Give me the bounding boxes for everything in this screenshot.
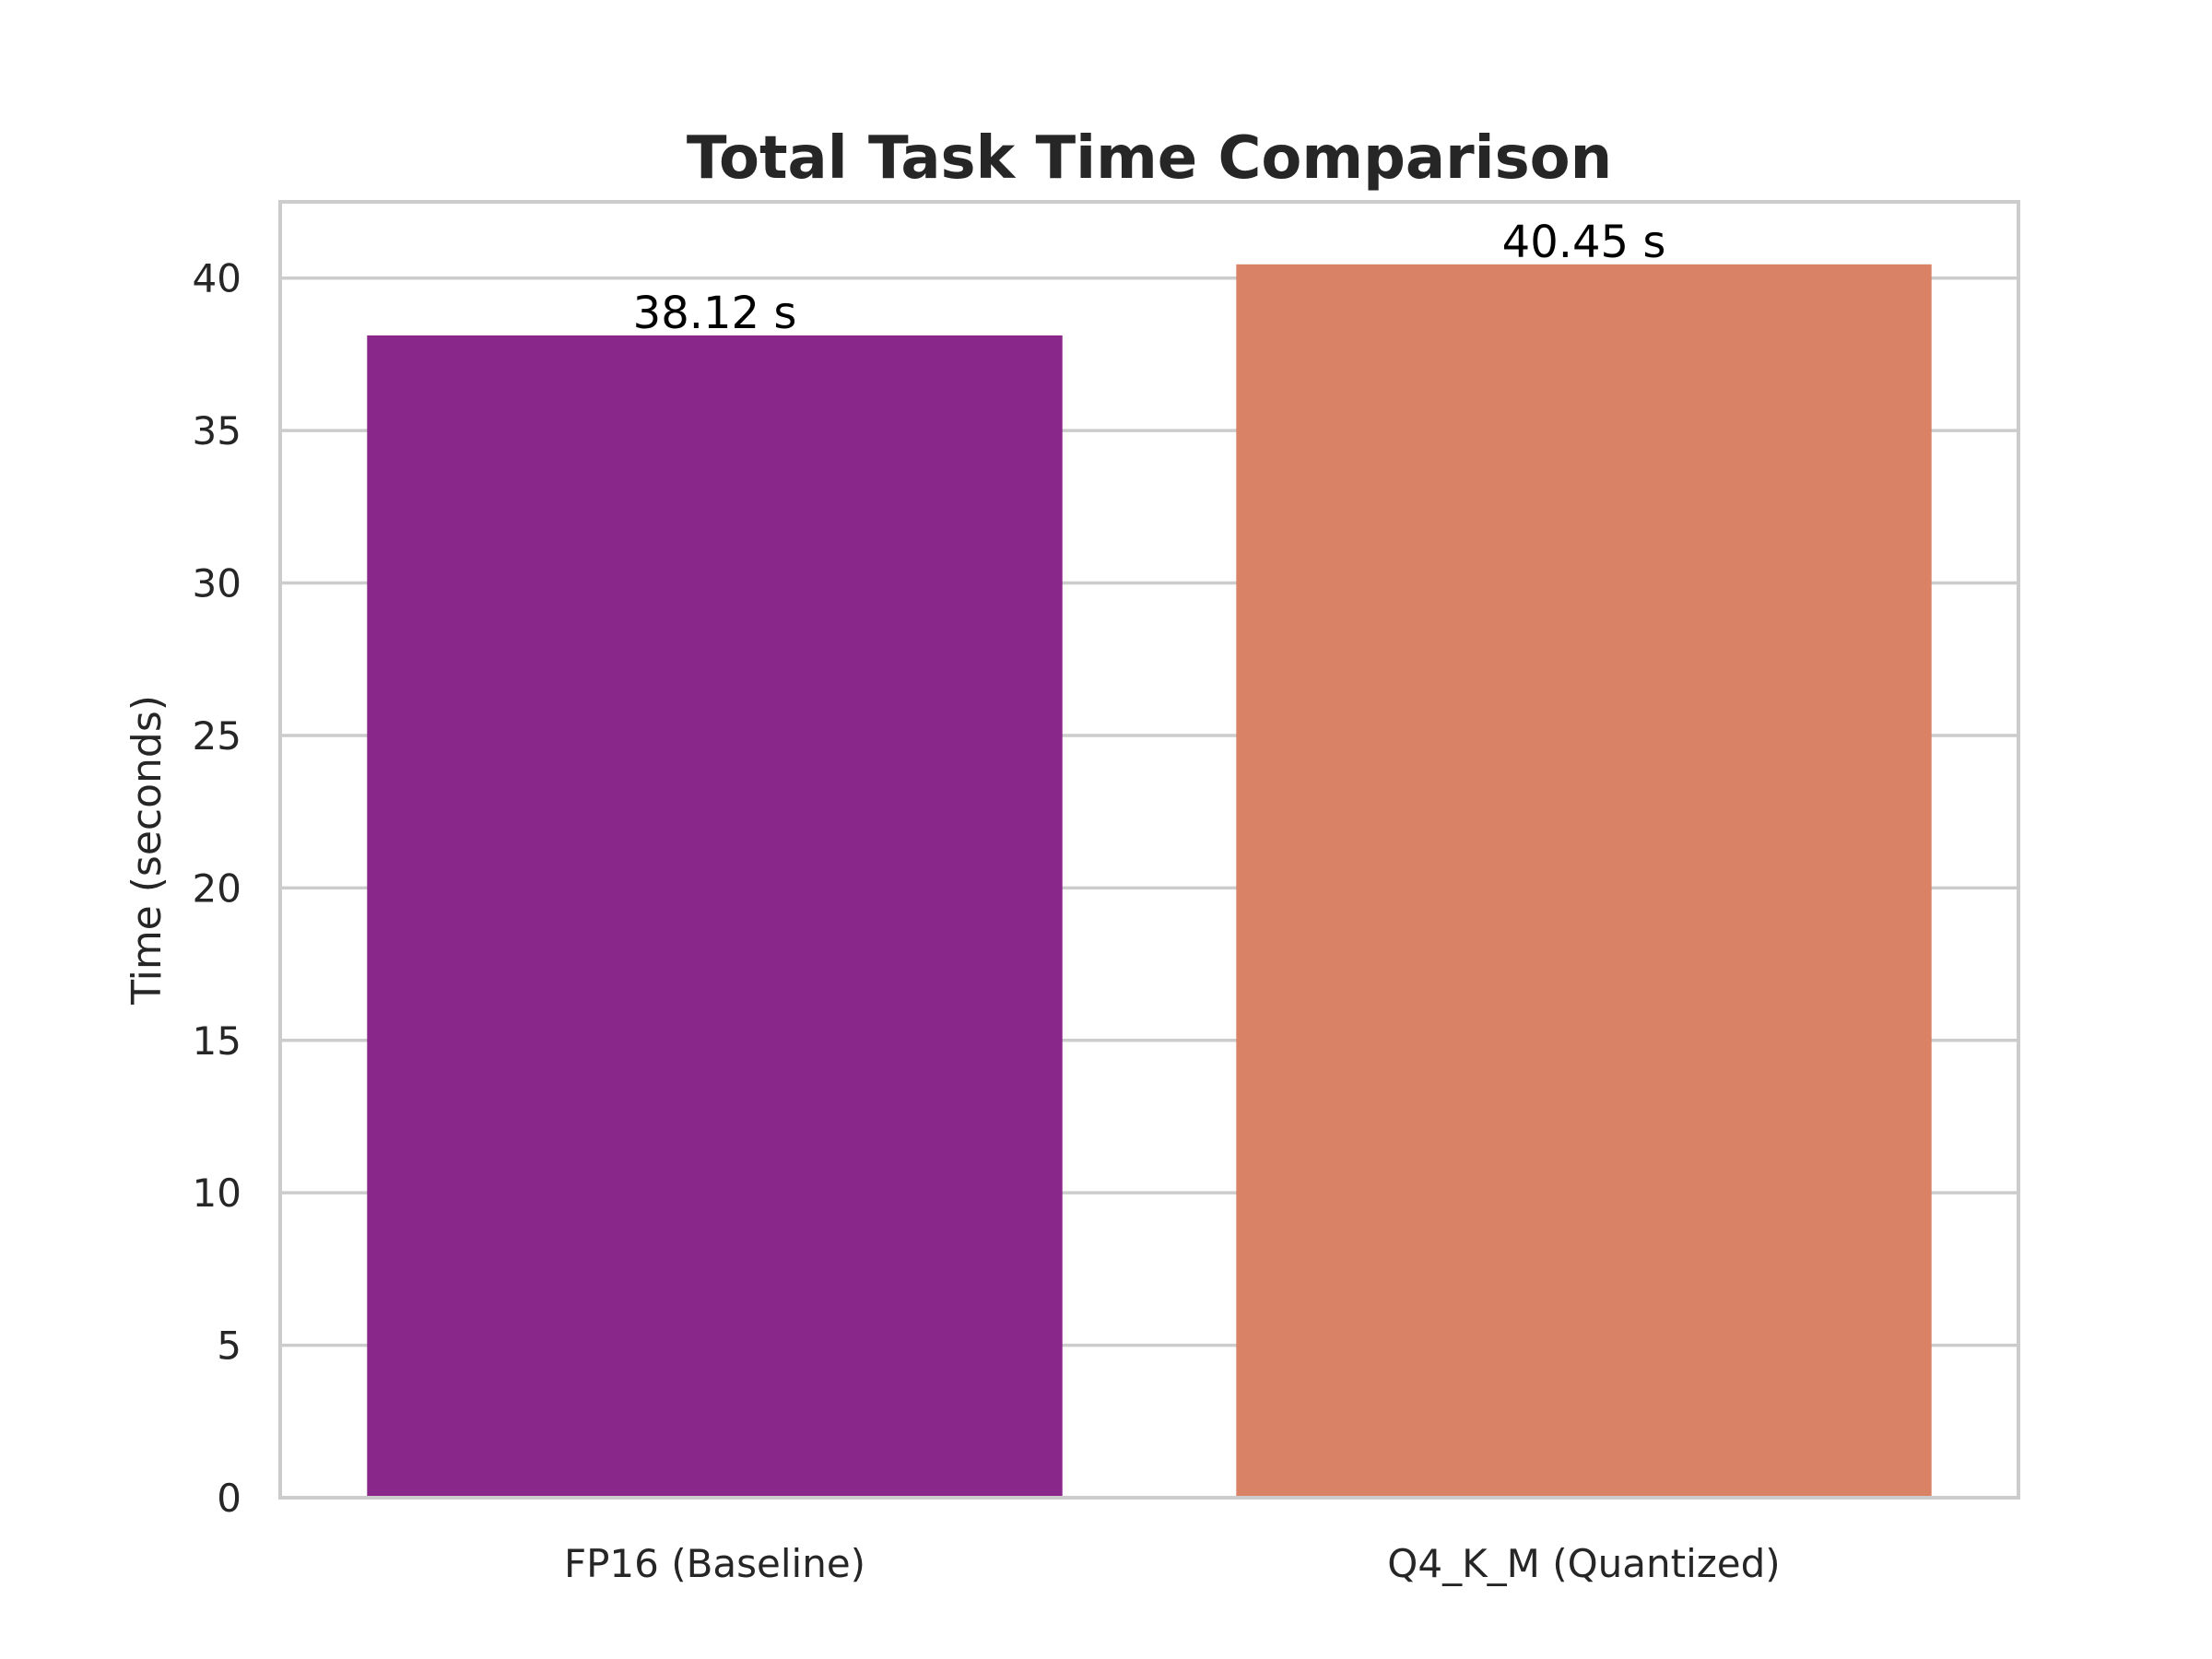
data-labels: 38.12 s 40.45 s — [633, 217, 1666, 339]
x-tick-label-0: FP16 (Baseline) — [564, 1541, 865, 1586]
bar-1 — [1236, 264, 1932, 1498]
data-label-1: 40.45 s — [1502, 217, 1666, 268]
y-tick-label-0: 0 — [217, 1476, 241, 1521]
y-tick-label-10: 10 — [193, 1171, 241, 1216]
bar-0 — [367, 335, 1063, 1499]
y-tick-label-20: 20 — [193, 865, 241, 911]
x-tick-labels: FP16 (Baseline) Q4_K_M (Quantized) — [564, 1541, 1781, 1586]
bars — [367, 264, 1932, 1499]
y-tick-label-25: 25 — [193, 713, 241, 759]
y-tick-label-35: 35 — [193, 408, 241, 453]
data-label-0: 38.12 s — [633, 288, 797, 339]
y-tick-label-15: 15 — [193, 1018, 241, 1064]
plot-frame — [278, 200, 2020, 1500]
chart-title: Total Task Time Comparison — [687, 124, 1612, 193]
y-tick-labels: 0 5 10 15 20 25 30 35 40 — [193, 256, 241, 1521]
y-tick-label-5: 5 — [217, 1324, 241, 1369]
x-tick-label-1: Q4_K_M (Quantized) — [1387, 1541, 1780, 1586]
y-axis-label: Time (seconds) — [124, 695, 171, 1006]
y-tick-label-30: 30 — [193, 561, 241, 606]
y-tick-label-40: 40 — [193, 256, 241, 301]
